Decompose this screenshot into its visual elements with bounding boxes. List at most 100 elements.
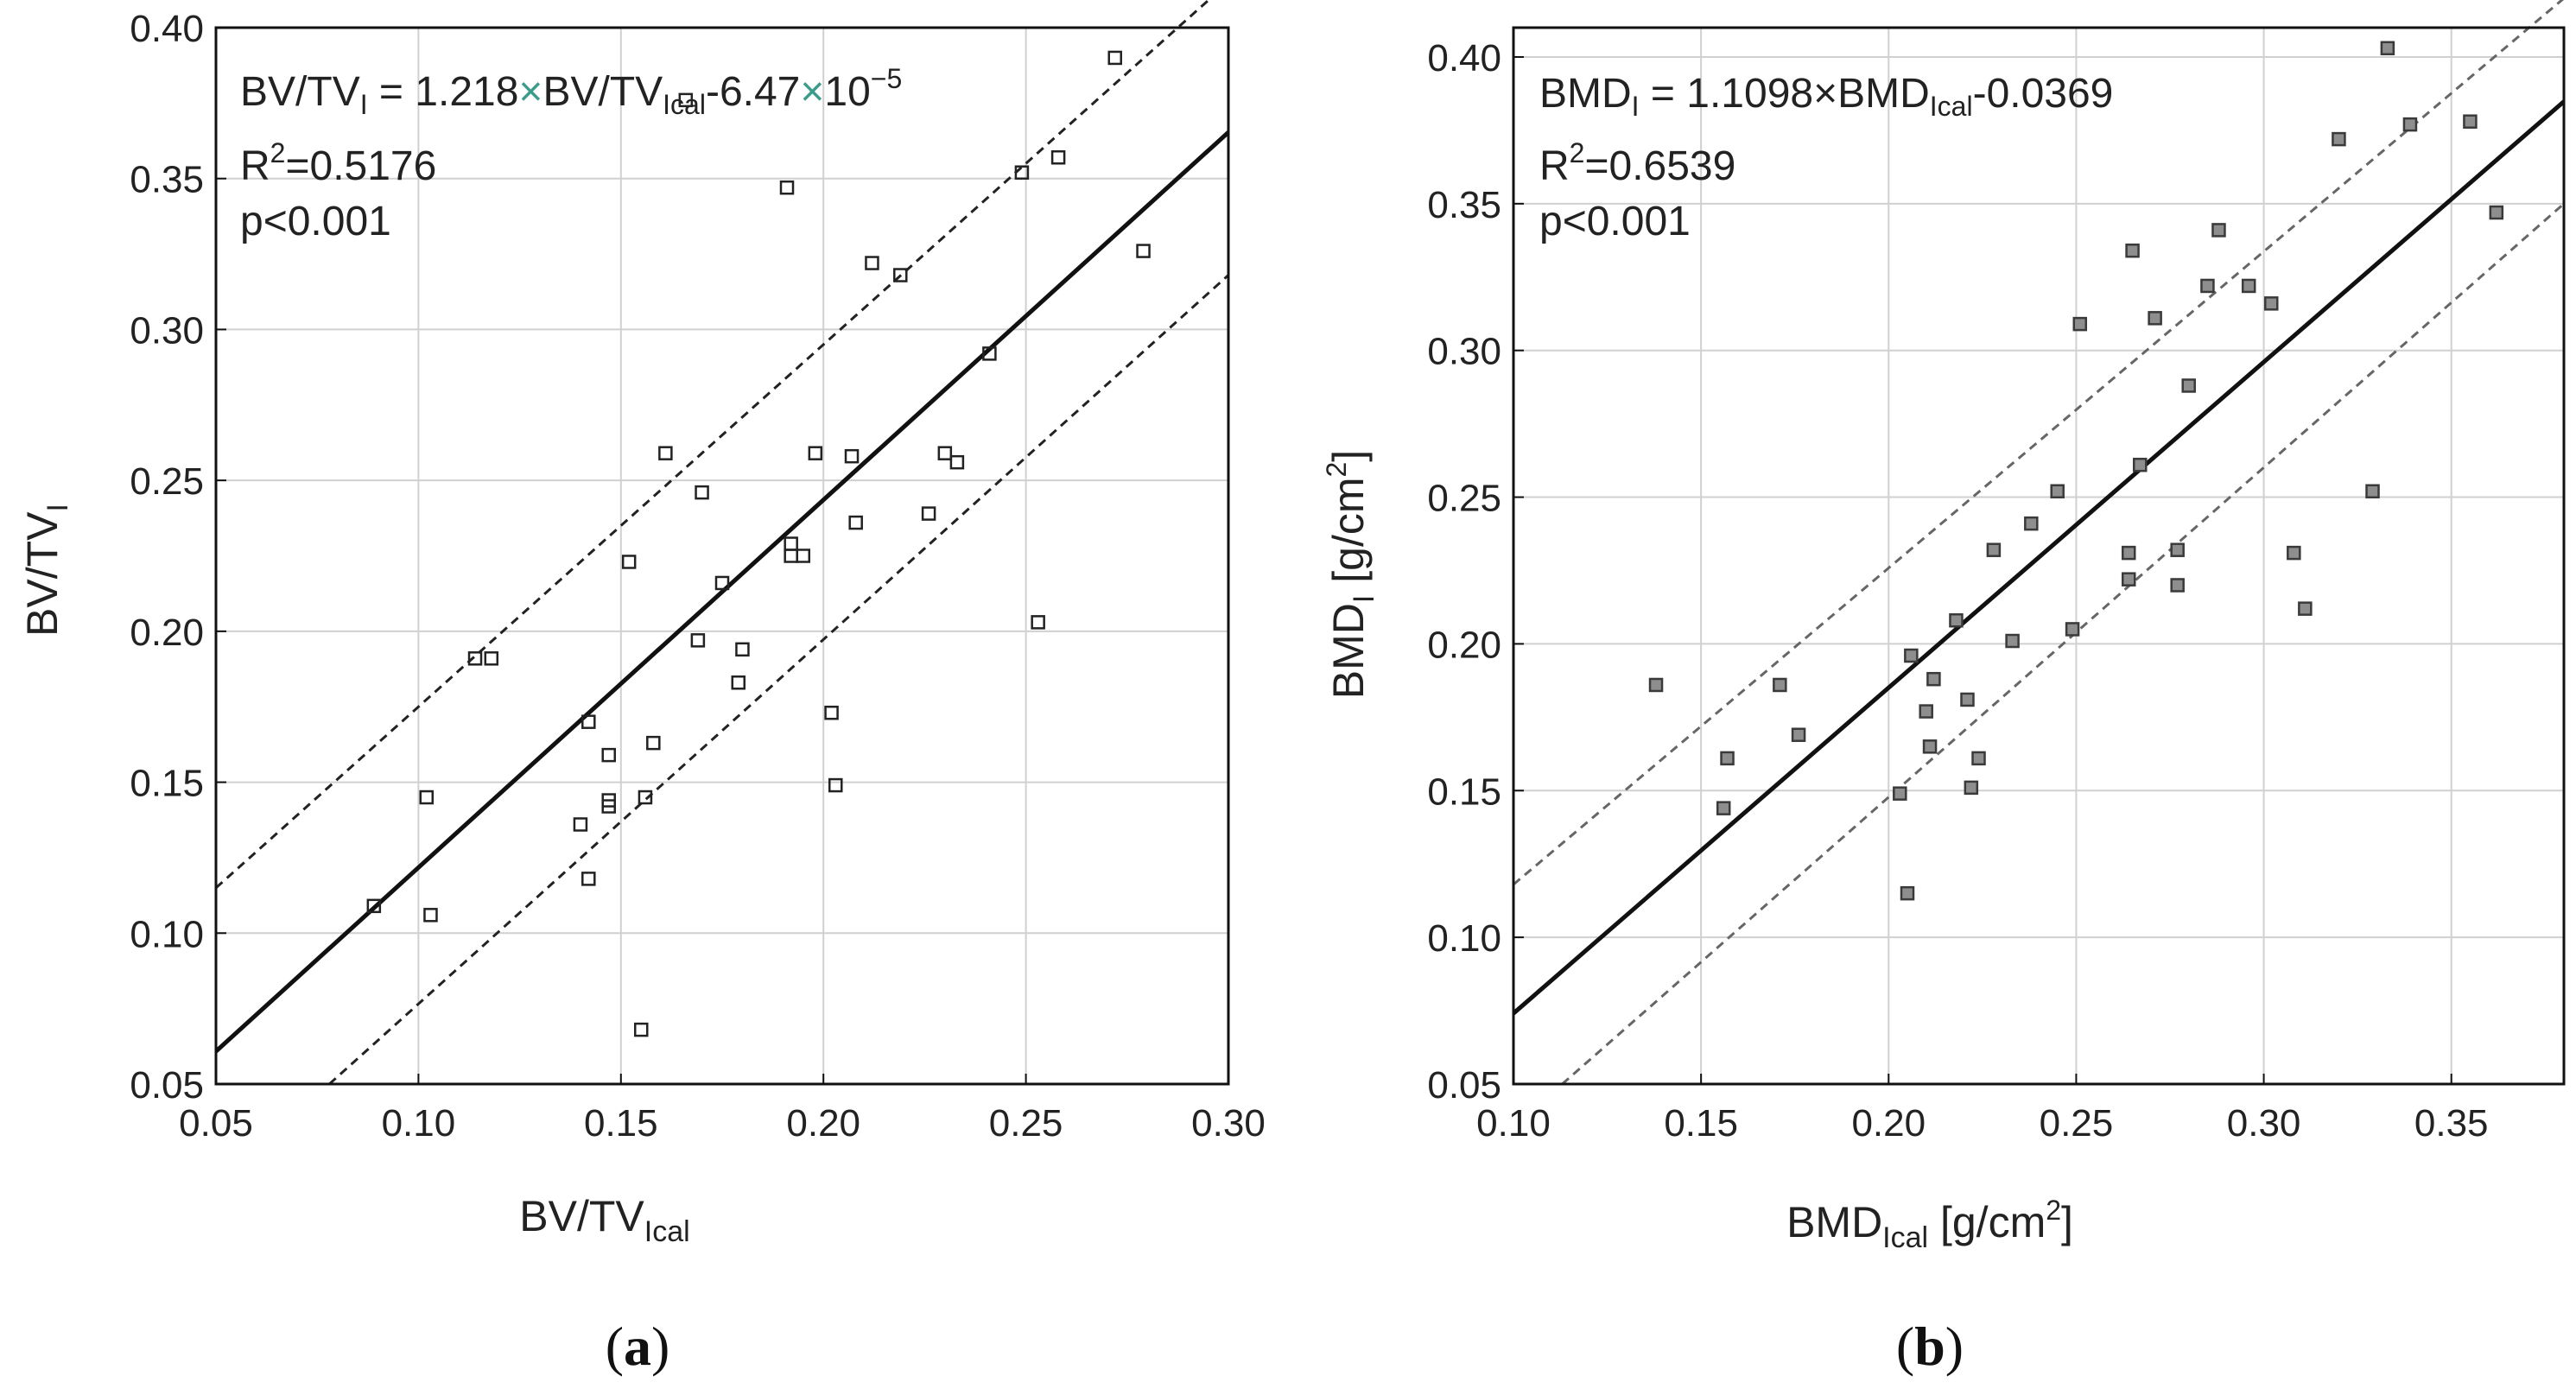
data-points — [366, 50, 1151, 1037]
data-point — [2298, 601, 2313, 616]
data-point — [1949, 612, 1964, 628]
data-point — [714, 575, 730, 591]
data-point — [1014, 165, 1030, 180]
y-tick-label: 0.05 — [1427, 1064, 1501, 1106]
data-point — [2241, 278, 2256, 294]
x-tick-label: 0.30 — [2227, 1102, 2301, 1145]
regression-line — [214, 130, 1230, 1053]
data-point — [1136, 244, 1151, 258]
data-point — [2211, 223, 2226, 238]
data-point — [573, 817, 588, 832]
data-point — [1031, 615, 1045, 630]
data-point — [2133, 457, 2148, 472]
data-point — [2463, 114, 2478, 129]
data-point — [1107, 50, 1122, 66]
data-point — [808, 446, 823, 460]
data-point — [848, 515, 863, 530]
x-tick-label: 0.20 — [1851, 1102, 1926, 1145]
plot-frame — [214, 26, 1230, 1086]
ci-lower-line — [1561, 202, 2565, 1086]
data-point — [2332, 131, 2346, 147]
data-point — [893, 268, 908, 282]
data-point — [1904, 648, 1919, 663]
x-tick-label: 0.15 — [584, 1102, 658, 1145]
regression-line — [1512, 99, 2566, 1016]
data-point — [601, 747, 616, 763]
scatter-panel-a: 0.05 0.10 0.15 0.20 0.25 0.30 0.05 0.10 0.15 0.2… — [18, 0, 1266, 1377]
panel-caption-a: (a) — [606, 1316, 670, 1377]
data-point — [2402, 117, 2418, 132]
data-point — [1919, 704, 1933, 719]
y-tick-label: 0.10 — [1427, 917, 1501, 960]
data-point — [2264, 296, 2279, 311]
data-point — [638, 789, 653, 805]
data-point — [646, 735, 661, 751]
data-point — [1648, 677, 1664, 693]
data-point — [1050, 150, 1066, 165]
data-point — [484, 651, 499, 666]
y-tick-label: 0.25 — [130, 460, 204, 503]
data-point — [678, 92, 694, 108]
y-tick-label: 0.30 — [1427, 331, 1501, 373]
data-point — [2005, 633, 2020, 649]
data-point — [1716, 801, 1731, 815]
data-point — [2380, 41, 2395, 56]
p-value-label: p<0.001 — [240, 199, 391, 244]
data-point — [2125, 243, 2140, 258]
data-point — [423, 908, 438, 923]
y-tick-label: 0.05 — [130, 1064, 204, 1106]
y-tick-label: 0.20 — [130, 612, 204, 654]
data-points — [1648, 41, 2504, 901]
data-point — [844, 448, 860, 464]
data-point — [982, 346, 997, 361]
data-point — [1960, 692, 1975, 707]
x-tick-labels: 0.10 0.15 0.20 0.25 0.30 0.35 — [1476, 1102, 2488, 1145]
confidence-bands — [1513, 0, 2565, 1086]
regression-equation: BV/TVI = 1.218×BV/TVIcal-6.47×10−5 — [240, 63, 902, 120]
data-point — [2072, 316, 2088, 332]
data-point — [1791, 727, 1806, 742]
data-point — [865, 256, 879, 270]
y-tick-label: 0.20 — [1427, 624, 1501, 666]
y-tick-labels: 0.05 0.10 0.15 0.20 0.25 0.30 0.35 0.40 — [130, 8, 204, 1106]
data-point — [690, 633, 706, 648]
confidence-bands — [214, 0, 1230, 1086]
data-point — [921, 506, 936, 521]
data-point — [2287, 545, 2301, 561]
data-point — [1900, 885, 1915, 901]
y-tick-label: 0.40 — [1427, 37, 1501, 79]
x-axis-label: BMDIcal [g/cm2] — [1786, 1195, 2073, 1254]
data-point — [2065, 622, 2080, 637]
x-tick-labels: 0.05 0.10 0.15 0.20 0.25 0.30 — [179, 1102, 1266, 1145]
scatter-panel-b: 0.10 0.15 0.20 0.25 0.30 0.35 0.050.100.150.2… — [1321, 0, 2566, 1377]
x-tick-label: 0.15 — [1664, 1102, 1738, 1145]
x-tick-label: 0.10 — [382, 1102, 456, 1145]
data-point — [824, 705, 839, 720]
y-tick-label: 0.15 — [130, 763, 204, 805]
ci-upper-line — [214, 0, 1211, 889]
y-tick-labels: 0.05 0.10 0.15 0.20 0.25 0.30 0.35 0.40 — [1427, 37, 1501, 1106]
data-point — [2050, 484, 2065, 499]
data-point — [731, 675, 746, 690]
data-point — [828, 777, 843, 793]
data-point — [2200, 278, 2215, 294]
data-point — [2489, 205, 2504, 220]
data-point — [1720, 751, 1735, 766]
x-tick-label: 0.10 — [1476, 1102, 1551, 1145]
regression-equation: BMDI = 1.1098×BMDIcal-0.0369 — [1539, 71, 2113, 122]
data-point — [581, 872, 596, 886]
x-tick-label: 0.20 — [786, 1102, 860, 1145]
y-tick-label: 0.15 — [1427, 770, 1501, 813]
data-point — [1922, 739, 1938, 754]
data-point — [366, 898, 382, 914]
data-point — [2121, 545, 2136, 561]
y-axis-label: BV/TVI — [18, 504, 74, 637]
plot-frame — [1512, 26, 2566, 1086]
y-tick-label: 0.35 — [130, 159, 204, 201]
data-point — [784, 548, 798, 563]
data-point — [1986, 542, 2002, 557]
panel-caption-b: (b) — [1896, 1316, 1964, 1377]
data-point — [419, 789, 435, 805]
y-axis-label: BMDI [g/cm2] — [1321, 450, 1380, 699]
y-tick-label: 0.30 — [130, 309, 204, 352]
